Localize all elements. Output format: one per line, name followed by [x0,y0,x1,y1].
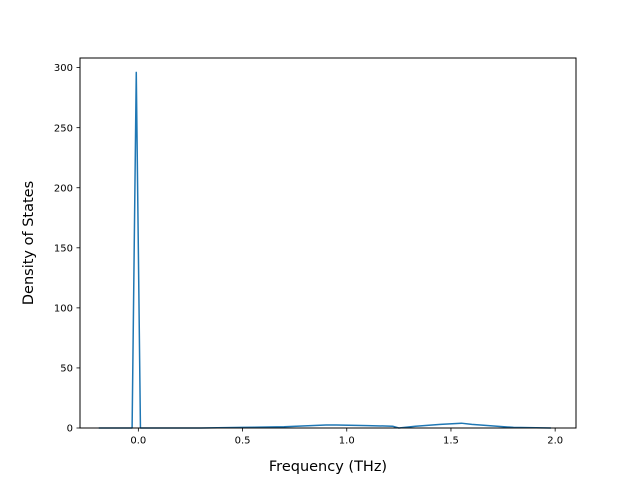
y-tick-label: 0 [67,424,73,435]
y-tick-label: 150 [54,243,73,254]
axis-ticks: 0.0 0.5 1.0 1.5 2.0 0 50 100 150 200 250 300 [54,63,563,446]
x-tick-label: 0.5 [235,436,251,447]
x-tick-label: 1.5 [443,436,459,447]
plot-area [98,71,552,429]
axes-frame [79,57,577,429]
x-tick-label: 0.0 [130,436,146,447]
x-tick-label: 2.0 [547,436,563,447]
y-tick-label: 200 [54,183,73,194]
y-tick-label: 300 [54,63,73,74]
y-tick-label: 250 [54,123,73,134]
x-tick-label: 1.0 [339,436,355,447]
y-axis-label: Density of States [21,181,37,305]
y-tick-label: 50 [60,364,73,375]
y-tick-label: 100 [54,303,73,314]
x-axis-label: Frequency (THz) [269,459,387,475]
dos-series-line-0 [98,71,552,429]
